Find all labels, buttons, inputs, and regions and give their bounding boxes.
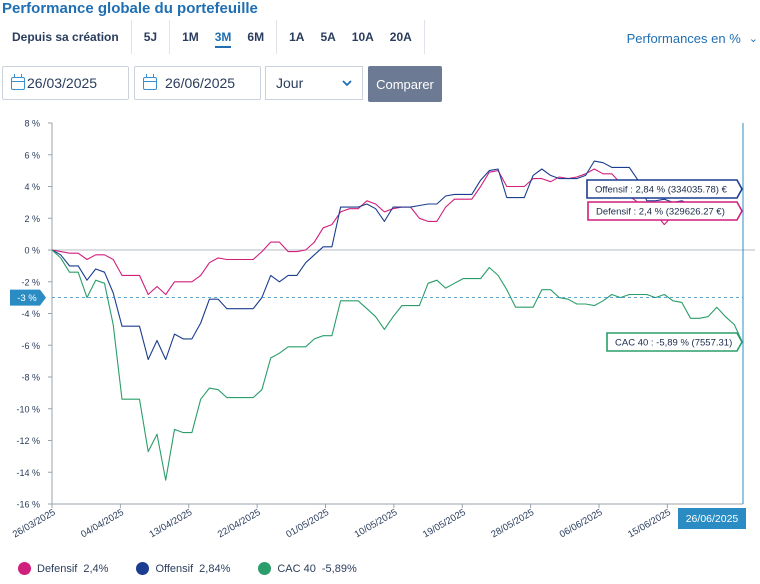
- series-line-cac40: [51, 249, 744, 481]
- end-date-value: 26/06/2025: [165, 75, 236, 91]
- chevron-down-icon: ⌄: [748, 33, 758, 45]
- period-5y[interactable]: 5A: [320, 30, 336, 44]
- crosshair-y-badge: [10, 289, 46, 306]
- frequency-select[interactable]: Jour: [265, 66, 363, 100]
- x-tick-label: 19/05/2025: [421, 507, 468, 540]
- tooltip-text: Defensif : 2,4 % (329626.27 €): [596, 207, 725, 218]
- tooltip-text: CAC 40 : -5,89 % (7557.31): [615, 338, 732, 349]
- performance-chart: 8 % 6 % 4 % 2 % 0 % -2 % -4 % -6 % -8 % -10 % -12 …: [10, 119, 755, 540]
- performance-unit-select[interactable]: Performances en % ⌄: [627, 31, 758, 46]
- legend-name: CAC 40: [277, 562, 316, 575]
- legend-item-offensif[interactable]: Offensif 2,84%: [136, 562, 230, 575]
- legend-dot: [18, 562, 31, 575]
- tooltip-defensif: Defensif : 2,4 % (329626.27 €): [587, 201, 743, 221]
- x-axis: 26/03/2025 04/04/2025 13/04/2025 22/04/2025…: [11, 503, 743, 540]
- x-tick-label: 15/06/2025: [626, 507, 673, 540]
- y-axis: 8 % 6 % 4 % 2 % 0 % -2 % -4 % -6 % -8 % -10 % -12 …: [16, 119, 755, 510]
- compare-button[interactable]: Comparer: [368, 66, 442, 102]
- y-tick-label: -10 %: [16, 404, 40, 414]
- x-tick-label: 22/04/2025: [216, 507, 263, 540]
- y-tick-label: 0 %: [24, 246, 40, 256]
- calendar-icon: [143, 73, 157, 90]
- series-lines: [51, 160, 744, 481]
- crosshair-y-text: -3 %: [17, 293, 37, 304]
- separator: [130, 20, 132, 54]
- legend-dot: [136, 562, 150, 575]
- y-tick-label: 6 %: [24, 150, 40, 160]
- tooltip-box: [606, 332, 743, 352]
- period-3m[interactable]: 3M: [207, 20, 240, 54]
- period-1m[interactable]: 1M: [182, 30, 199, 44]
- crosshair-x-label: 26/06/2025: [678, 508, 746, 529]
- separator: [169, 20, 171, 54]
- y-tick-label: -6 %: [21, 341, 40, 351]
- crosshair-x-text: 26/06/2025: [686, 513, 739, 525]
- legend-value: -5,89%: [321, 562, 357, 575]
- x-tick-label: 01/05/2025: [284, 507, 331, 540]
- period-5d[interactable]: 5J: [143, 30, 158, 44]
- legend-value: 2,84%: [199, 562, 231, 575]
- legend-name: Defensif: [37, 562, 78, 575]
- frequency-value: Jour: [276, 75, 304, 91]
- series-line-offensif: [51, 160, 691, 361]
- y-tick-label: -12 %: [16, 436, 40, 446]
- x-tick-label: 26/03/2025: [11, 507, 58, 540]
- period-1y[interactable]: 1A: [289, 30, 305, 44]
- crosshair-y-label: -3 %: [10, 289, 46, 306]
- tooltip-box: [587, 201, 743, 221]
- separator: [276, 20, 278, 54]
- y-tick-label: -16 %: [16, 500, 40, 510]
- y-tick-label: 8 %: [24, 119, 40, 129]
- period-selector: Depuis sa création 5J 1M 3M 6M 1A 5A 10A…: [0, 20, 429, 54]
- y-tick-label: 4 %: [24, 182, 40, 192]
- x-tick-label: 13/04/2025: [148, 507, 195, 540]
- legend-dot: [258, 562, 272, 575]
- legend-name: Offensif: [155, 562, 194, 575]
- legend-value: 2,4%: [83, 562, 109, 575]
- y-tick-label: -8 %: [21, 373, 40, 383]
- performance-unit-label: Performances en %: [626, 31, 741, 46]
- chart-overlays: -3 % 26/06/2025 Offensif : 2,84 % (334035.…: [10, 123, 746, 529]
- x-tick-label: 06/06/2025: [558, 507, 605, 540]
- tooltip-box: [586, 179, 743, 199]
- period-10y[interactable]: 10A: [351, 30, 374, 44]
- x-tick-label: 28/05/2025: [489, 507, 536, 540]
- x-tick-label: 04/04/2025: [79, 507, 126, 540]
- tooltip-cac40: CAC 40 : -5,89 % (7557.31): [606, 332, 743, 352]
- y-tick-label: -2 %: [21, 277, 40, 287]
- period-20y[interactable]: 20A: [389, 30, 412, 44]
- page-title: Performance globale du portefeuille: [2, 0, 258, 17]
- separator: [423, 20, 425, 54]
- end-date-field[interactable]: 26/06/2025: [134, 66, 261, 100]
- tooltip-offensif: Offensif : 2,84 % (334035.78) €: [586, 179, 743, 199]
- start-date-field[interactable]: 26/03/2025: [2, 66, 129, 100]
- period-6m[interactable]: 6M: [247, 30, 265, 44]
- start-date-value: 26/03/2025: [27, 75, 98, 91]
- crosshair-x-badge: [678, 508, 746, 529]
- legend-item-cac40[interactable]: CAC 40 -5,89%: [258, 562, 357, 575]
- calendar-icon: [11, 73, 25, 90]
- legend-item-defensif[interactable]: Defensif 2,4%: [18, 562, 108, 575]
- y-tick-label: -14 %: [16, 468, 40, 478]
- y-tick-label: -4 %: [21, 309, 40, 319]
- x-tick-label: 10/05/2025: [353, 507, 400, 540]
- y-tick-label: 2 %: [24, 214, 40, 224]
- period-since-creation[interactable]: Depuis sa création: [12, 30, 119, 44]
- tooltip-text: Offensif : 2,84 % (334035.78) €: [595, 185, 728, 196]
- series-line-defensif: [51, 168, 691, 296]
- chevron-down-icon: [342, 79, 352, 86]
- chart-legend: Defensif 2,4% Offensif 2,84% CAC 40 -5,8…: [18, 562, 357, 575]
